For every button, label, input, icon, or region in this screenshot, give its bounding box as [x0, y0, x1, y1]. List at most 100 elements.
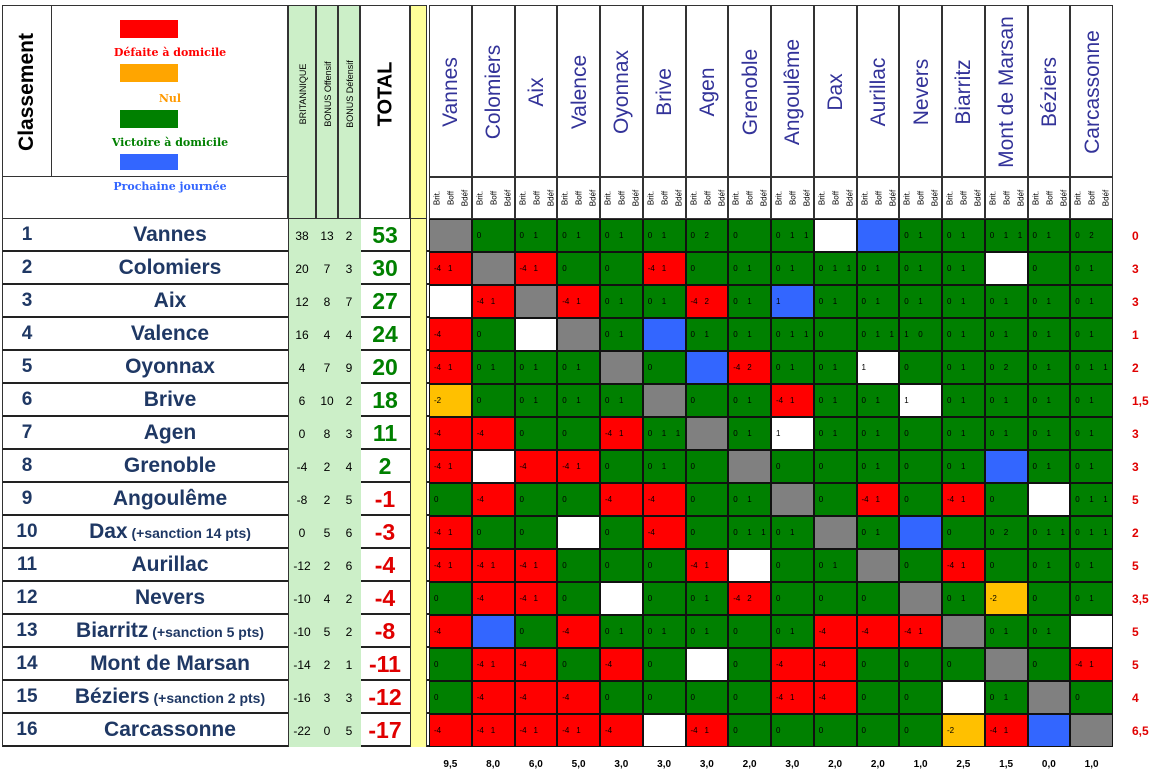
result-cell: -4: [856, 615, 900, 648]
result-cell: -2: [984, 582, 1028, 615]
team-name: Agen: [52, 421, 288, 445]
result-value: 1: [533, 726, 538, 735]
sub-label: Bdéf: [1059, 189, 1068, 207]
result-value: 0: [562, 594, 567, 603]
brit-value: 20: [295, 262, 309, 276]
result-value: 1: [747, 528, 752, 537]
result-value: 0: [647, 297, 653, 306]
result-value: 1: [1003, 231, 1009, 240]
bdef-value: 5: [345, 493, 353, 507]
result-cell: -4 1: [557, 450, 600, 483]
result-value: 0: [562, 264, 567, 273]
table-row: [2, 714, 429, 747]
table-row: [2, 483, 429, 516]
column-header-13: Mont de Marsan: [984, 5, 1028, 177]
result-value: 0: [904, 693, 909, 702]
result-cell: [984, 252, 1028, 285]
result-value: -4: [476, 726, 484, 735]
result-value: 0: [989, 528, 995, 537]
stats-background: [288, 483, 361, 516]
team-name-text: Valence: [130, 322, 210, 345]
result-value: 1: [448, 528, 453, 537]
brit-value: -10: [293, 625, 311, 639]
result-value: 0: [947, 330, 952, 339]
column-subheader-12: Brit. Boff Bdéf: [942, 177, 985, 219]
spacer-cell: [410, 351, 427, 384]
result-value: -4: [434, 330, 442, 339]
result-cell: -4 1: [471, 549, 515, 582]
result-value: 1: [576, 297, 581, 306]
result-value: -4: [434, 264, 442, 273]
result-value: 0: [1075, 429, 1080, 438]
result-value: 0: [1032, 396, 1037, 405]
result-value: 1: [904, 330, 909, 339]
britannique-label: BRITANNIQUE: [298, 63, 308, 125]
result-value: 1: [1089, 363, 1094, 372]
result-cell: 0: [1027, 582, 1071, 615]
result-value: 1: [875, 462, 880, 471]
column-header-2: Aix: [514, 5, 558, 177]
rank: 1: [21, 224, 33, 245]
sub-label: Brit.: [518, 190, 527, 206]
brit-value: 38: [295, 229, 309, 243]
legend-label-victoire: Victoire à domicile: [111, 136, 229, 149]
bottom-value: 3,0: [785, 759, 800, 770]
right-value: 5: [1132, 625, 1139, 639]
result-value: 1: [576, 462, 581, 471]
bottom-value: 2,0: [828, 759, 843, 770]
result-cell: [642, 714, 686, 747]
team-name-text: Dax: [89, 520, 128, 543]
column-header-15: Carcassonne: [1070, 5, 1113, 177]
column-team-name: Béziers: [1037, 56, 1061, 128]
right-value: 2: [1132, 361, 1139, 375]
result-value: 1: [961, 297, 966, 306]
result-value: 0: [1075, 264, 1080, 273]
result-value: 1: [875, 528, 880, 537]
result-cell: -4 1: [557, 714, 600, 747]
result-value: 2: [704, 231, 709, 240]
result-value: 1: [790, 528, 795, 537]
result-cell: 0: [899, 714, 942, 747]
result-cell: [856, 549, 900, 582]
classement-label: Classement: [15, 33, 38, 151]
result-value: 1: [1046, 528, 1051, 537]
result-value: 1: [661, 297, 667, 306]
result-cell: 0: [856, 582, 900, 615]
result-value: 0: [1075, 528, 1080, 537]
result-cell: -4: [557, 681, 600, 714]
table-row: [2, 516, 429, 549]
result-value: 1: [619, 231, 624, 240]
column-team-name: Colomiers: [482, 44, 506, 140]
total-label: TOTAL: [374, 61, 397, 127]
result-value: -4: [562, 297, 570, 306]
result-value: 1: [1089, 495, 1094, 504]
sub-label: Bdéf: [631, 189, 641, 207]
result-value: 1: [1003, 429, 1009, 438]
result-cell: 0: [685, 681, 729, 714]
result-cell: -4: [514, 648, 558, 681]
result-value: 0: [562, 561, 567, 570]
result-value: 0: [1075, 693, 1080, 702]
result-value: 1: [790, 693, 795, 702]
result-value: -4: [776, 693, 784, 702]
result-value: 1: [576, 396, 581, 405]
result-value: 1: [490, 660, 496, 669]
result-cell: -4 1: [514, 714, 558, 747]
total-value: 18: [372, 387, 398, 413]
result-cell: [813, 516, 857, 549]
result-cell: 0: [471, 318, 515, 351]
table-row: [2, 648, 429, 681]
right-value: 3: [1132, 295, 1139, 309]
